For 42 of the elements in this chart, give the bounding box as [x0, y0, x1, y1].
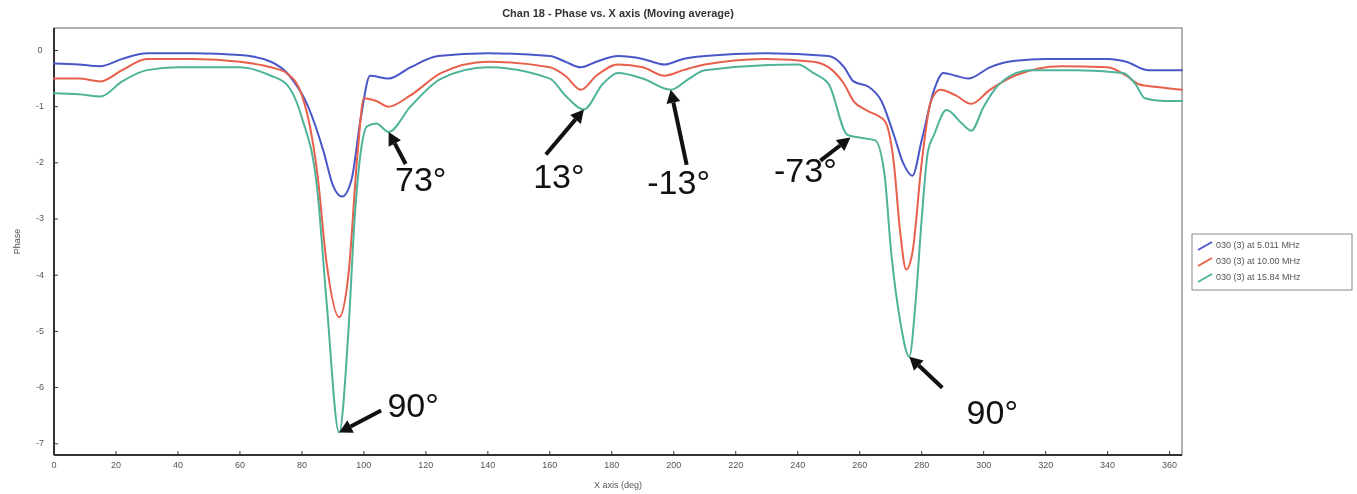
x-tick-label: 40	[172, 460, 183, 470]
x-tick-label: 240	[790, 460, 806, 470]
annotation: -13°	[647, 162, 711, 201]
annotation: 90°	[966, 392, 1019, 431]
chart-title: Chan 18 - Phase vs. X axis (Moving average)	[502, 7, 735, 19]
x-tick-label: 300	[976, 460, 992, 470]
y-tick-label: -7	[35, 438, 45, 449]
y-tick-label: -5	[35, 325, 45, 336]
legend-label: 030 (3) at 10.00 MHz	[1216, 256, 1302, 267]
x-tick-label: 80	[296, 460, 307, 470]
legend-label: 030 (3) at 5.011 MHz	[1216, 240, 1301, 251]
annotation: 90°	[387, 385, 439, 424]
y-tick-label: -4	[35, 269, 45, 280]
y-tick-label: -2	[35, 157, 45, 168]
x-tick-label: 140	[480, 460, 496, 470]
x-tick-label: 120	[418, 460, 434, 470]
legend-label: 030 (3) at 15.84 MHz	[1216, 272, 1302, 283]
x-tick-label: 0	[51, 460, 57, 470]
annotation: -73°	[774, 150, 837, 189]
x-tick-label: 60	[234, 460, 245, 470]
x-tick-label: 360	[1162, 460, 1178, 470]
y-tick-label: -6	[35, 381, 45, 392]
x-tick-label: 180	[604, 460, 620, 470]
x-tick-label: 320	[1038, 460, 1054, 470]
x-tick-label: 100	[356, 460, 372, 470]
line-series	[53, 52, 1183, 198]
x-tick-label: 340	[1100, 460, 1116, 470]
x-tick-label: 200	[666, 460, 682, 470]
x-tick-label: 220	[728, 460, 744, 470]
annotation: 73°	[394, 159, 447, 198]
line-series	[53, 63, 1183, 434]
x-tick-label: 280	[914, 460, 930, 470]
line-series	[53, 57, 1183, 319]
x-tick-label: 20	[110, 460, 121, 470]
x-axis-title: X axis (deg)	[593, 480, 643, 490]
x-tick-label: 260	[852, 460, 868, 470]
y-tick-label: -3	[35, 213, 45, 224]
y-tick-label: -1	[35, 101, 45, 112]
x-tick-label: 160	[542, 460, 558, 470]
y-axis-title: Phase	[12, 228, 22, 255]
y-tick-label: 0	[37, 44, 43, 55]
annotation: 13°	[533, 157, 585, 196]
